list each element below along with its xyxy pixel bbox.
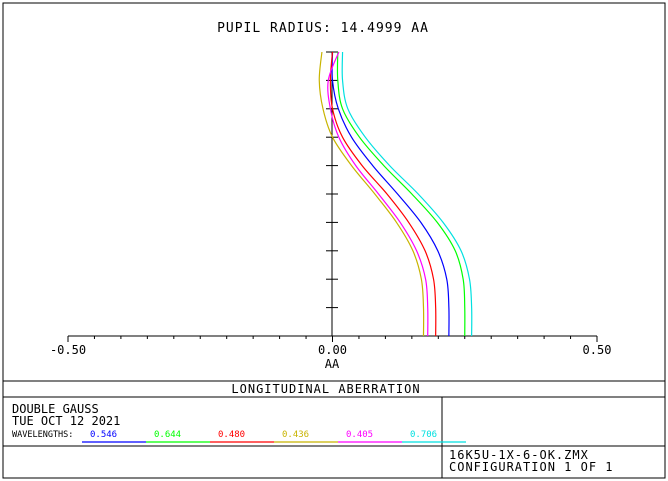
series-line-0.480 xyxy=(329,51,437,337)
plot-area: -0.50 0.00 0.50 xyxy=(50,51,612,357)
lens-name: DOUBLE GAUSS xyxy=(12,402,99,416)
series-line-0.644 xyxy=(336,51,466,337)
file-name: 16K5U-1X-6-OK.ZMX xyxy=(449,448,589,462)
legend-label-0.480: 0.480 xyxy=(218,430,245,440)
x-tick-label: -0.50 xyxy=(50,343,86,357)
legend-label-0.436: 0.436 xyxy=(282,430,309,440)
plot-title: LONGITUDINAL ABERRATION xyxy=(231,382,420,396)
x-tick-label: 0.50 xyxy=(583,343,612,357)
series-line-0.546 xyxy=(331,51,450,337)
series-group xyxy=(318,51,473,337)
legend-label-0.546: 0.546 xyxy=(90,430,117,440)
legend-label-0.405: 0.405 xyxy=(346,430,373,440)
x-axis-label: AA xyxy=(325,357,340,371)
x-minor-ticks xyxy=(67,336,598,342)
series-line-0.436 xyxy=(318,51,425,337)
series-line-0.706 xyxy=(341,51,473,337)
legend-label-0.644: 0.644 xyxy=(154,430,181,440)
pupil-radius-label: PUPIL RADIUS: 14.4999 AA xyxy=(217,21,429,36)
date-label: TUE OCT 12 2021 xyxy=(12,414,120,428)
x-tick-label: 0.00 xyxy=(318,343,347,357)
wavelengths-label: WAVELENGTHS: xyxy=(12,430,73,440)
legend-label-0.706: 0.706 xyxy=(410,430,437,440)
configuration-label: CONFIGURATION 1 OF 1 xyxy=(449,460,614,474)
wavelength-legend: 0.546 0.644 0.480 0.436 0.405 0.706 xyxy=(82,430,466,443)
x-tick-labels: -0.50 0.00 0.50 xyxy=(50,343,612,357)
series-line-0.405 xyxy=(327,51,429,337)
